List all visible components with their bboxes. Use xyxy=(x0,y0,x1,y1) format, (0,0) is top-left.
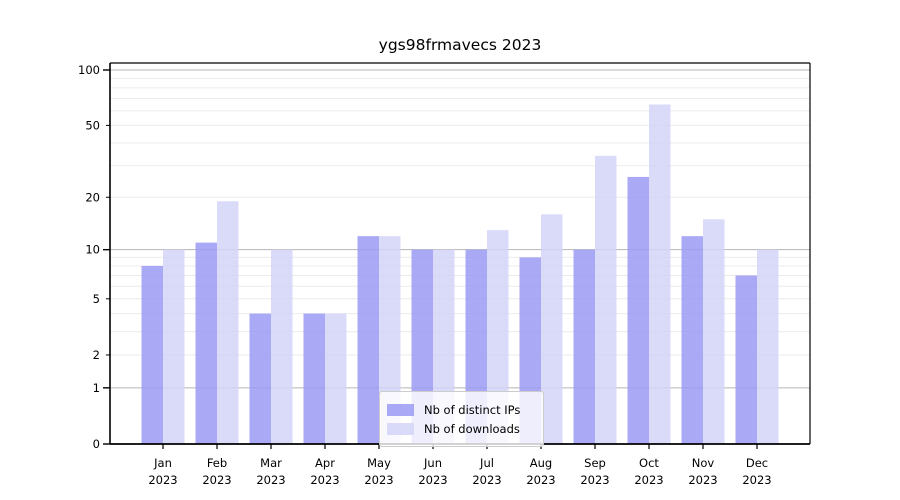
svg-text:2023: 2023 xyxy=(742,473,771,487)
svg-text:Sep: Sep xyxy=(584,456,606,470)
svg-text:2023: 2023 xyxy=(310,473,339,487)
svg-text:2: 2 xyxy=(93,348,100,362)
svg-text:Mar: Mar xyxy=(260,456,282,470)
legend-label-distinct-ips: Nb of distinct IPs xyxy=(424,403,521,417)
svg-text:2023: 2023 xyxy=(202,473,231,487)
legend-item-distinct-ips: Nb of distinct IPs xyxy=(387,402,534,418)
legend-label-downloads: Nb of downloads xyxy=(424,422,520,436)
svg-text:Jun: Jun xyxy=(423,456,442,470)
svg-text:0: 0 xyxy=(93,437,100,451)
svg-text:Oct: Oct xyxy=(639,456,659,470)
svg-text:100: 100 xyxy=(78,63,100,77)
svg-text:10: 10 xyxy=(85,243,100,257)
legend-swatch-downloads xyxy=(387,423,414,435)
svg-text:Nov: Nov xyxy=(692,456,715,470)
svg-text:May: May xyxy=(367,456,391,470)
svg-text:2023: 2023 xyxy=(418,473,447,487)
svg-text:20: 20 xyxy=(85,190,100,204)
svg-text:2023: 2023 xyxy=(472,473,501,487)
chart-title: ygs98frmavecs 2023 xyxy=(378,36,542,54)
svg-text:1: 1 xyxy=(93,381,100,395)
svg-text:Apr: Apr xyxy=(315,456,335,470)
svg-text:50: 50 xyxy=(85,118,100,132)
svg-text:2023: 2023 xyxy=(256,473,285,487)
svg-text:2023: 2023 xyxy=(580,473,609,487)
svg-text:Aug: Aug xyxy=(530,456,552,470)
svg-text:2023: 2023 xyxy=(526,473,555,487)
svg-text:2023: 2023 xyxy=(148,473,177,487)
svg-text:Jul: Jul xyxy=(479,456,494,470)
svg-text:2023: 2023 xyxy=(634,473,663,487)
svg-text:Jan: Jan xyxy=(153,456,172,470)
svg-text:2023: 2023 xyxy=(364,473,393,487)
svg-text:2023: 2023 xyxy=(688,473,717,487)
svg-text:5: 5 xyxy=(93,292,100,306)
legend-item-downloads: Nb of downloads xyxy=(387,421,534,437)
svg-text:Feb: Feb xyxy=(207,456,227,470)
legend-swatch-distinct-ips xyxy=(387,404,414,416)
legend: Nb of distinct IPs Nb of downloads xyxy=(379,391,544,447)
svg-text:Dec: Dec xyxy=(746,456,768,470)
